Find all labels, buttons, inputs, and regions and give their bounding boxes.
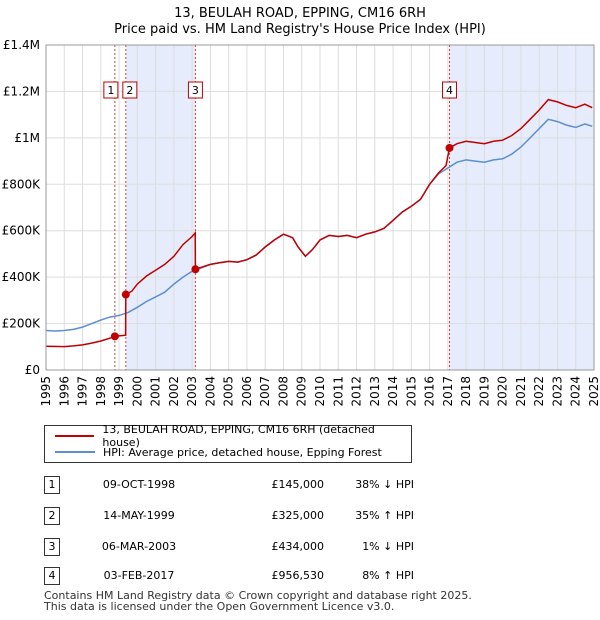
transaction-hpi-diff: 38% ↓ HPI [355, 478, 414, 491]
footer: Contains HM Land Registry data © Crown c… [44, 590, 472, 612]
transaction-row: 1 09-OCT-1998 £145,000 38% ↓ HPI [44, 476, 584, 496]
sale-point [445, 143, 454, 152]
marker-badge: 4 [442, 81, 458, 99]
marker-badge-label: 1 [107, 84, 114, 97]
transaction-row: 3 06-MAR-2003 £434,000 1% ↓ HPI [44, 538, 584, 558]
x-tick-label: 2012 [350, 376, 364, 407]
y-tick-label: £1M [14, 131, 40, 145]
y-tick-label: £0 [25, 363, 40, 377]
legend-item-hpi: HPI: Average price, detached house, Eppi… [55, 444, 382, 460]
transaction-number: 4 [44, 567, 60, 585]
transaction-number: 1 [44, 476, 60, 494]
x-tick-label: 2014 [386, 376, 400, 407]
sale-point [191, 265, 200, 274]
legend-item-property: 13, BEULAH ROAD, EPPING, CM16 6RH (detac… [55, 423, 411, 449]
x-tick-label: 2001 [149, 376, 163, 407]
footer-licence: This data is licensed under the Open Gov… [44, 600, 395, 613]
x-tick-label: 2010 [313, 376, 327, 407]
legend-property-swatch [55, 435, 95, 437]
x-tick-label: 2023 [550, 376, 564, 407]
marker-badge-box [122, 81, 138, 99]
x-tick-label: 2017 [441, 376, 455, 407]
y-tick-label: £1.2M [3, 84, 40, 98]
transaction-number: 2 [44, 507, 60, 525]
x-tick-label: 2018 [459, 376, 473, 407]
x-tick-label: 2007 [258, 376, 272, 407]
marker-badge-label: 4 [446, 84, 453, 97]
y-tick-label: £600K [2, 224, 42, 238]
sale-point [121, 290, 130, 299]
x-tick-label: 2008 [276, 376, 290, 407]
footer-copyright: Contains HM Land Registry data © Crown c… [44, 589, 472, 602]
legend-hpi-label: HPI: Average price, detached house, Eppi… [103, 445, 382, 459]
marker-badge: 1 [103, 81, 119, 99]
transaction-row: 2 14-MAY-1999 £325,000 35% ↑ HPI [44, 507, 584, 527]
legend-property-label: 13, BEULAH ROAD, EPPING, CM16 6RH (detac… [102, 423, 375, 449]
transaction-price: £325,000 [271, 509, 325, 522]
x-tick-label: 2025 [587, 376, 600, 407]
marker-badge: 3 [187, 81, 203, 99]
transaction-hpi-diff: 35% ↑ HPI [355, 509, 414, 522]
x-tick-label: 1998 [94, 376, 108, 407]
transaction-hpi-diff: 1% ↓ HPI [362, 540, 414, 553]
chart-subtitle: Price paid vs. HM Land Registry's House … [114, 22, 486, 37]
transaction-price: £434,000 [271, 540, 325, 553]
transaction-number: 3 [44, 538, 60, 556]
x-tick-label: 2005 [222, 376, 236, 407]
x-tick-label: 2004 [203, 376, 217, 407]
transaction-row: 4 03-FEB-2017 £956,530 8% ↑ HPI [44, 567, 584, 587]
x-tick-label: 1999 [112, 376, 126, 407]
transaction-date: 03-FEB-2017 [103, 569, 175, 582]
marker-badge-box [187, 81, 203, 99]
x-tick-label: 2006 [240, 376, 254, 407]
x-tick-label: 2003 [185, 376, 199, 407]
x-tick-label: 1995 [39, 376, 53, 407]
transaction-date: 14-MAY-1999 [103, 509, 175, 522]
sale-point [110, 332, 119, 341]
x-tick-label: 2011 [331, 376, 345, 407]
x-tick-label: 2021 [514, 376, 528, 407]
transaction-date: 09-OCT-1998 [102, 478, 176, 491]
legend-hpi-swatch [55, 451, 95, 453]
transaction-hpi-diff: 8% ↑ HPI [362, 569, 414, 582]
plot-border [45, 44, 595, 371]
transaction-price: £956,530 [271, 569, 325, 582]
chart-title: 13, BEULAH ROAD, EPPING, CM16 6RH [174, 6, 426, 21]
x-tick-label: 2002 [167, 376, 181, 407]
legend: 13, BEULAH ROAD, EPPING, CM16 6RH (detac… [44, 423, 412, 463]
marker-badge-label: 3 [192, 84, 199, 97]
y-tick-label: £800K [2, 177, 42, 191]
marker-badge-box [103, 81, 119, 99]
x-tick-label: 2022 [532, 376, 546, 407]
y-tick-label: £400K [2, 270, 42, 284]
property-price-line [45, 98, 593, 348]
transaction-date: 06-MAR-2003 [101, 540, 177, 553]
x-tick-label: 2020 [496, 376, 510, 407]
shaded-range [449, 45, 594, 370]
y-tick-label: £200K [2, 317, 42, 331]
x-tick-label: 2015 [404, 376, 418, 407]
transaction-price: £145,000 [271, 478, 325, 491]
x-tick-label: 2013 [368, 376, 382, 407]
marker-badge: 2 [122, 81, 138, 99]
x-tick-label: 1996 [57, 376, 71, 407]
x-tick-label: 2009 [295, 376, 309, 407]
x-tick-label: 2024 [569, 376, 583, 407]
x-tick-label: 2019 [477, 376, 491, 407]
y-tick-label: £1.4M [3, 38, 40, 52]
x-tick-label: 1997 [76, 376, 90, 407]
marker-badge-box [442, 81, 458, 99]
marker-badge-label: 2 [126, 84, 133, 97]
x-tick-label: 2000 [130, 376, 144, 407]
x-tick-label: 2016 [423, 376, 437, 407]
price-chart: 1 2 3 4 £0 £200K £400K £600K £800K £1M £1.2M £1.4M 1… [2, 38, 600, 407]
